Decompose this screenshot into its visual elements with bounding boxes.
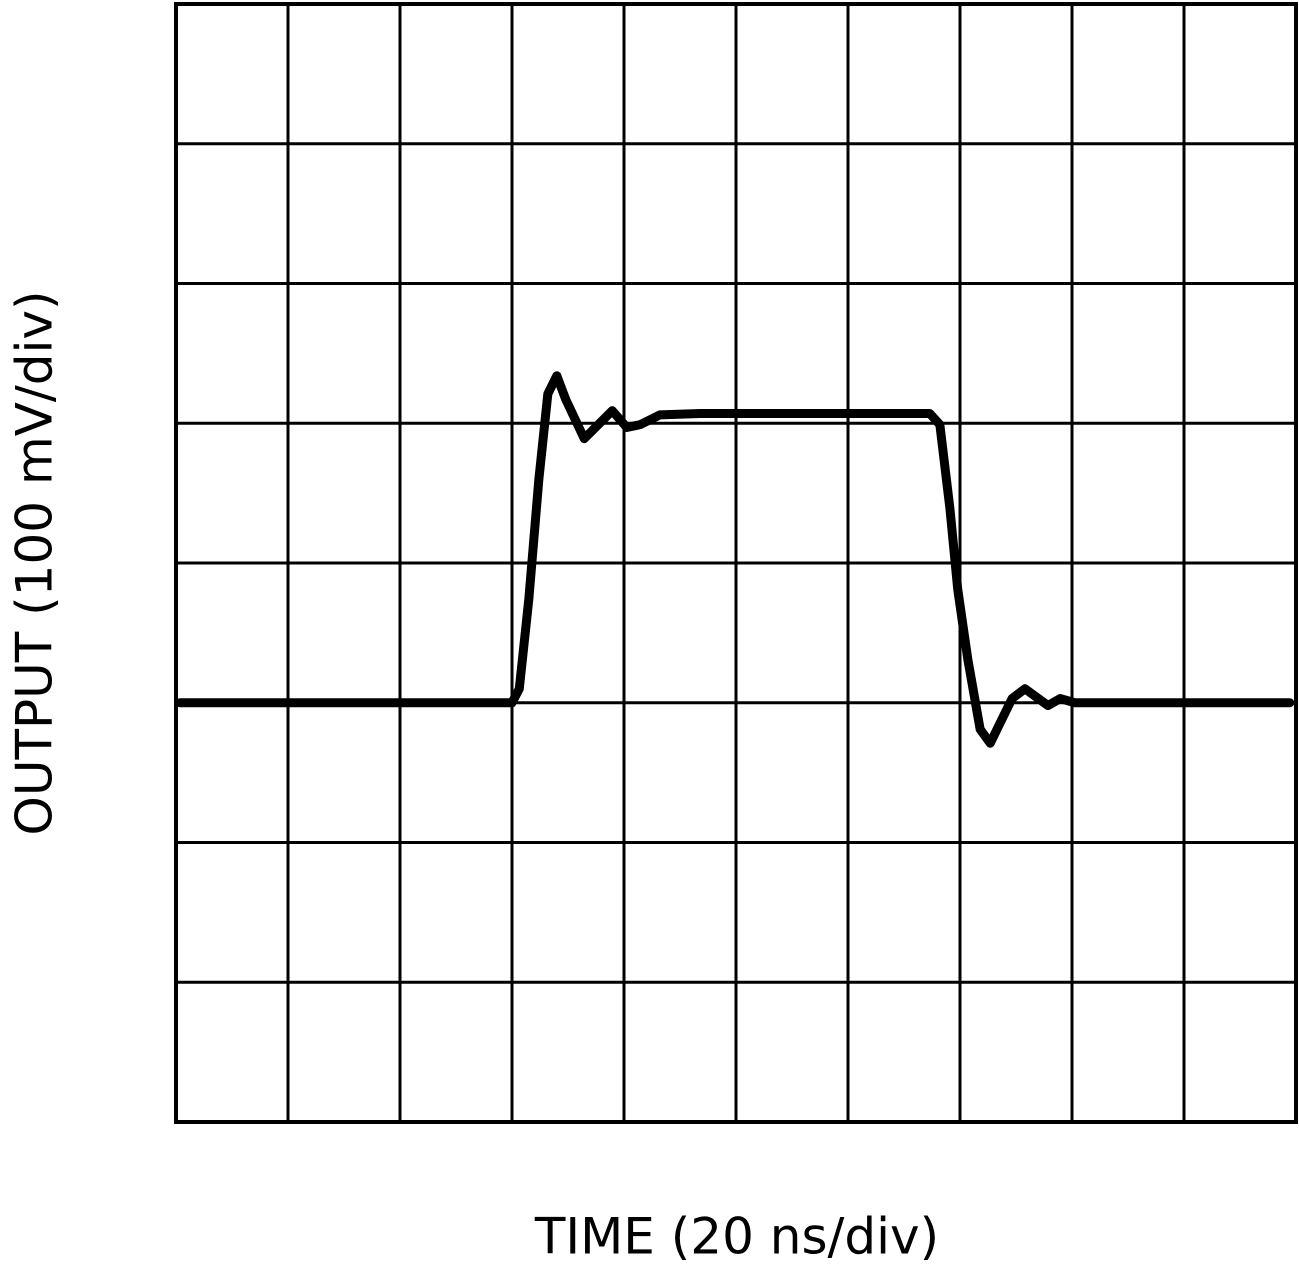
x-axis-label: TIME (20 ns/div) [534, 1208, 939, 1266]
y-axis-label: OUTPUT (100 mV/div) [6, 291, 64, 836]
trace [175, 371, 1295, 748]
plot-border [174, 2, 1298, 1124]
